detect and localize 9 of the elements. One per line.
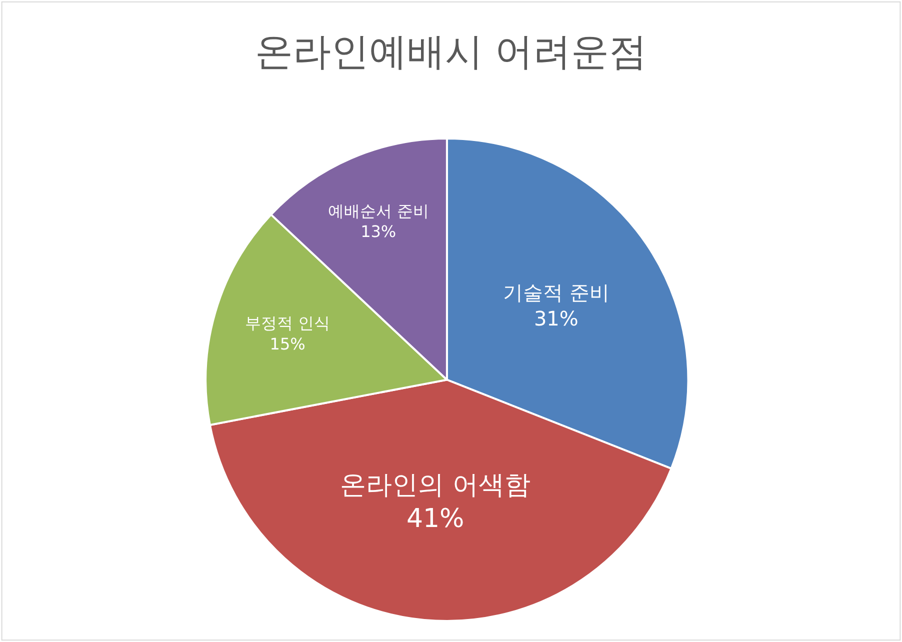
slice-label: 예배순서 준비 — [328, 201, 429, 220]
slice-label: 부정적 인식 — [245, 314, 330, 333]
data-label: 15% — [270, 334, 306, 354]
data-label: 41% — [406, 504, 464, 534]
chart-title: 온라인예배시 어려운점 — [254, 30, 648, 74]
slice-label: 온라인의 어색함 — [340, 470, 530, 500]
slice-label: 기술적 준비 — [502, 280, 610, 305]
data-label: 31% — [534, 306, 578, 331]
data-label: 13% — [360, 222, 396, 242]
